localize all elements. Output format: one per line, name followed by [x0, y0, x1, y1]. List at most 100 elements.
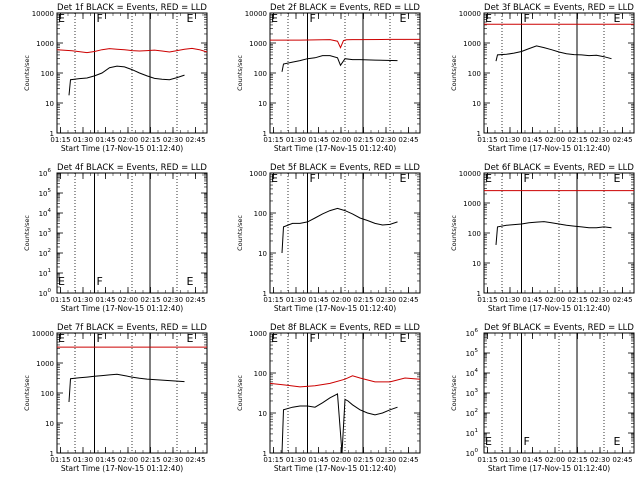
y-axis-label: Counts/sec	[236, 215, 244, 251]
x-tick-label: 02:45	[612, 456, 632, 464]
series-events	[281, 207, 398, 254]
x-tick-label: 02:15	[353, 456, 373, 464]
y-tick-label: 10000	[32, 330, 54, 338]
event-marker-label: E	[485, 172, 492, 185]
x-tick-label: 01:15	[263, 456, 283, 464]
x-axis-label: Start Time (17-Nov-15 01:12:40)	[274, 144, 396, 153]
event-marker-label: E	[271, 12, 278, 25]
x-tick-label: 01:15	[477, 136, 497, 144]
panel-title: Det 4f BLACK = Events, RED = LLD	[57, 163, 207, 173]
series-events	[495, 45, 612, 62]
y-tick-label: 1000	[36, 40, 54, 48]
y-tick-label: 1	[477, 290, 481, 298]
event-marker-label: F	[524, 435, 530, 448]
x-tick-label: 01:30	[286, 136, 306, 144]
x-tick-label: 02:00	[118, 136, 138, 144]
y-tick-label: 1000	[249, 170, 267, 178]
y-axis-label: Counts/sec	[23, 55, 31, 91]
x-tick-label: 01:45	[95, 136, 115, 144]
y-tick-label: 1000	[463, 40, 481, 48]
x-tick-label: 02:45	[398, 136, 418, 144]
event-marker-label: F	[310, 12, 316, 25]
x-tick-label: 01:45	[308, 456, 328, 464]
y-tick-label: 101	[466, 428, 478, 438]
x-tick-label: 01:45	[522, 136, 542, 144]
y-tick-label: 100	[468, 70, 481, 78]
event-marker-label: F	[97, 12, 103, 25]
event-marker-label: E	[485, 435, 492, 448]
event-marker-label: E	[58, 12, 65, 25]
event-marker-label: E	[187, 332, 194, 345]
y-tick-label: 10000	[459, 170, 481, 178]
event-marker-label: F	[310, 332, 316, 345]
x-tick-label: 01:30	[500, 456, 520, 464]
panel-3: Det 3f BLACK = Events, RED = LLD 1 10 100 10…	[450, 3, 635, 153]
y-axis-label: Counts/sec	[450, 215, 458, 251]
x-tick-label: 02:15	[353, 296, 373, 304]
x-tick-label: 01:15	[477, 456, 497, 464]
event-marker-label: E	[271, 332, 278, 345]
y-tick-label: 106	[466, 328, 479, 338]
y-tick-label: 10	[45, 100, 54, 108]
x-tick-label: 02:30	[590, 136, 610, 144]
y-tick-label: 1	[263, 290, 267, 298]
y-tick-label: 100	[41, 390, 54, 398]
event-marker-label: E	[58, 332, 65, 345]
y-tick-label: 1000	[463, 200, 481, 208]
event-marker-label: E	[400, 332, 407, 345]
x-tick-label: 02:15	[140, 136, 160, 144]
y-tick-label: 10000	[459, 10, 481, 18]
x-tick-label: 02:00	[545, 456, 565, 464]
panel-title: Det 5f BLACK = Events, RED = LLD	[270, 163, 420, 173]
series-events	[68, 65, 185, 96]
y-tick-label: 105	[466, 348, 479, 358]
x-tick-label: 01:30	[73, 136, 93, 144]
x-tick-label: 02:15	[567, 296, 587, 304]
x-tick-label: 01:45	[522, 456, 542, 464]
x-tick-label: 02:15	[567, 456, 587, 464]
x-axis-label: Start Time (17-Nov-15 01:12:40)	[274, 304, 396, 313]
x-tick-label: 02:00	[545, 136, 565, 144]
y-tick-label: 1	[50, 130, 54, 138]
x-axis-label: Start Time (17-Nov-15 01:12:40)	[61, 304, 183, 313]
y-tick-label: 100	[39, 288, 52, 298]
y-tick-label: 100	[466, 448, 479, 458]
series-lld	[269, 375, 421, 388]
panel-title: Det 6f BLACK = Events, RED = LLD	[484, 163, 634, 173]
panel-1: Det 1f BLACK = Events, RED = LLD 1 10 100 10…	[23, 3, 208, 153]
y-axis-label: Counts/sec	[23, 215, 31, 251]
x-tick-label: 02:30	[376, 296, 396, 304]
x-axis-label: Start Time (17-Nov-15 01:12:40)	[488, 144, 610, 153]
x-tick-label: 02:30	[163, 456, 183, 464]
x-tick-label: 01:30	[73, 456, 93, 464]
y-tick-label: 106	[39, 168, 52, 178]
x-tick-label: 02:30	[590, 296, 610, 304]
x-tick-label: 01:30	[500, 136, 520, 144]
y-tick-label: 102	[39, 248, 51, 258]
event-marker-label: E	[614, 12, 621, 25]
y-tick-label: 1000	[36, 360, 54, 368]
y-tick-label: 103	[39, 228, 52, 238]
x-axis-label: Start Time (17-Nov-15 01:12:40)	[488, 304, 610, 313]
series-events	[495, 221, 612, 245]
panel-5: Det 5f BLACK = Events, RED = LLD 1 10 100 10…	[236, 163, 421, 313]
panel-7: Det 7f BLACK = Events, RED = LLD 1 10 100 10…	[23, 323, 208, 473]
event-marker-label: E	[400, 172, 407, 185]
y-axis-label: Counts/sec	[23, 375, 31, 411]
y-tick-label: 10	[258, 250, 267, 258]
y-tick-label: 100	[468, 230, 481, 238]
x-axis-label: Start Time (17-Nov-15 01:12:40)	[61, 144, 183, 153]
event-marker-label: E	[271, 172, 278, 185]
x-tick-label: 02:45	[185, 456, 205, 464]
x-tick-label: 02:15	[140, 296, 160, 304]
y-axis-label: Counts/sec	[236, 375, 244, 411]
x-axis-label: Start Time (17-Nov-15 01:12:40)	[274, 464, 396, 473]
event-marker-label: F	[97, 332, 103, 345]
y-tick-label: 10	[472, 260, 481, 268]
x-tick-label: 02:45	[398, 296, 418, 304]
x-tick-label: 02:45	[612, 136, 632, 144]
x-tick-label: 01:15	[50, 456, 70, 464]
y-tick-label: 100	[41, 70, 54, 78]
event-marker-label: E	[485, 12, 492, 25]
